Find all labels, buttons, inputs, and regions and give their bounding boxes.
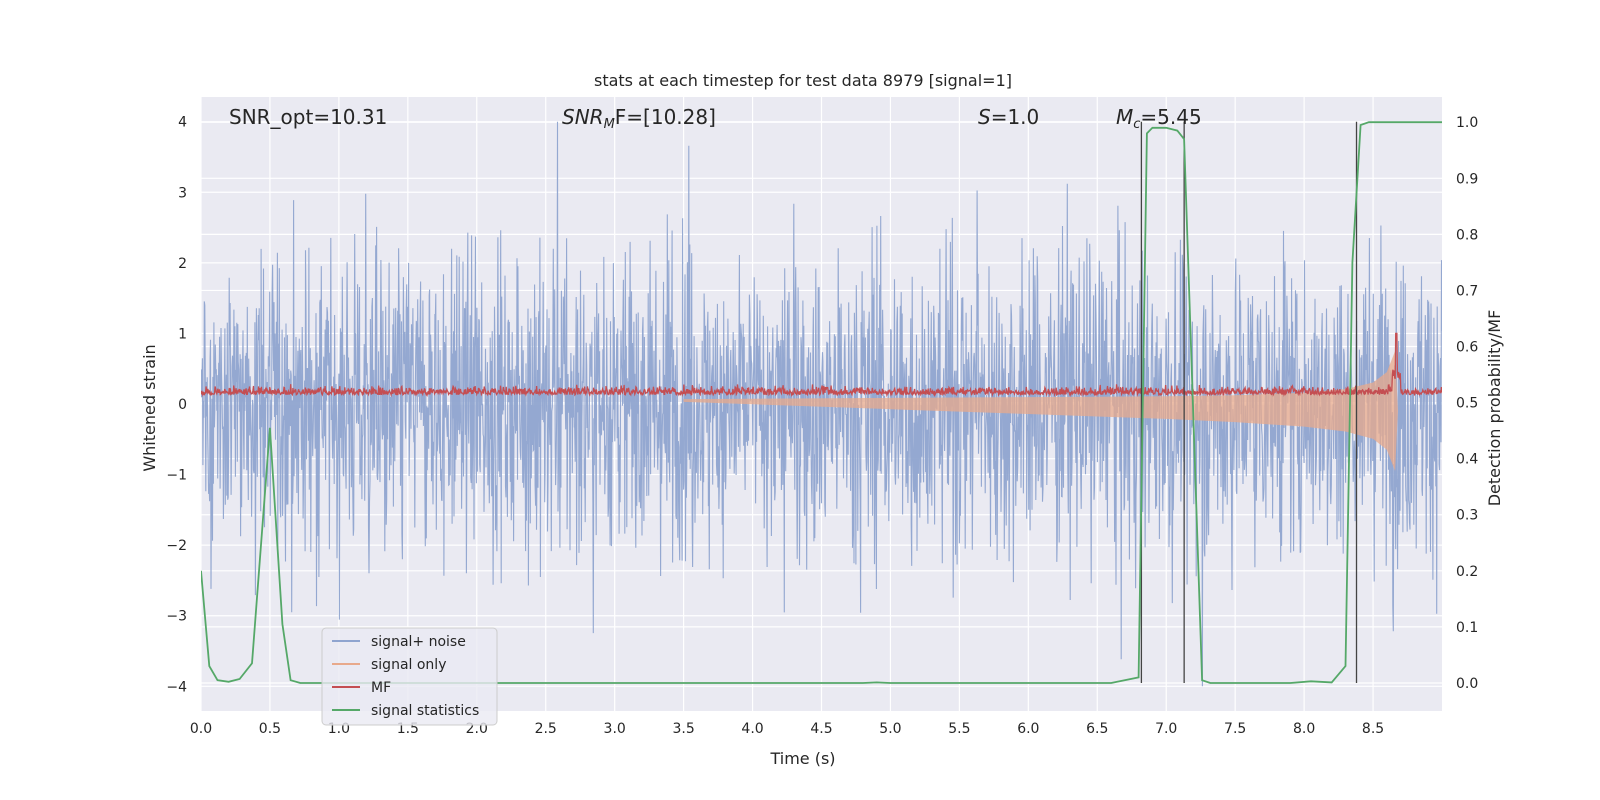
y-left-tick-label: 4 — [178, 115, 187, 131]
y-right-tick-label: 0.4 — [1456, 452, 1478, 468]
y-left-tick-label: 1 — [178, 326, 187, 342]
y-left-tick-label: −1 — [166, 468, 187, 484]
x-tick-label: 4.0 — [741, 721, 763, 737]
y-right-tick-label: 0.7 — [1456, 283, 1478, 299]
mf-line — [201, 332, 1442, 398]
chart-title: stats at each timestep for test data 897… — [594, 71, 1012, 90]
plot-content — [201, 121, 1442, 687]
x-tick-label: 6.0 — [1017, 721, 1039, 737]
x-tick-label: 3.0 — [604, 721, 626, 737]
x-tick-label: 7.5 — [1224, 721, 1246, 737]
y-left-axis-label: Whitened strain — [140, 344, 159, 471]
mc-value: =5.45 — [1140, 105, 1201, 129]
s-variable: S — [978, 105, 991, 129]
x-tick-label: 8.5 — [1362, 721, 1384, 737]
x-axis-label: Time (s) — [769, 749, 835, 768]
x-tick-label: 0.0 — [190, 721, 212, 737]
y-right-tick-label: 0.6 — [1456, 340, 1478, 356]
mc-variable: M — [1116, 105, 1133, 129]
signal-noise-line — [201, 121, 1442, 687]
y-right-tick-label: 0.9 — [1456, 171, 1478, 187]
y-left-tick-label: 2 — [178, 256, 187, 272]
snr-mf-annotation: SNRMF=[10.28] — [562, 105, 716, 132]
y-right-tick-label: 0.2 — [1456, 564, 1478, 580]
x-tick-label: 2.5 — [535, 721, 557, 737]
y-left-axis-ticks: −4 −3 −2 −1 0 1 2 3 4 — [166, 115, 187, 696]
mf-series — [201, 332, 1442, 398]
y-right-tick-label: 0.0 — [1456, 676, 1478, 692]
legend: signal+ noise signal only MF signal stat… — [321, 627, 498, 726]
x-tick-label: 4.5 — [810, 721, 832, 737]
y-right-axis-label: Detection probability/MF — [1485, 310, 1504, 507]
snr-mf-base: SNR — [562, 105, 604, 129]
legend-label-mf: MF — [371, 680, 391, 696]
x-tick-label: 6.5 — [1086, 721, 1108, 737]
mc-subscript: c — [1133, 117, 1140, 132]
signal-only-series — [683, 351, 1398, 471]
vertical-markers — [1140, 121, 1358, 683]
y-left-tick-label: 3 — [178, 185, 187, 201]
y-left-tick-label: −3 — [166, 609, 187, 625]
snr-mf-subscript: M — [604, 117, 615, 132]
s-value: =1.0 — [991, 105, 1040, 129]
x-tick-label: 5.0 — [879, 721, 901, 737]
y-left-tick-label: −2 — [166, 538, 187, 554]
legend-label-signal-noise: signal+ noise — [371, 634, 466, 650]
legend-label-signal-only: signal only — [371, 657, 446, 673]
y-right-tick-label: 0.1 — [1456, 620, 1478, 636]
y-left-tick-label: −4 — [166, 679, 187, 695]
signal-statistics-series — [201, 121, 1442, 684]
y-right-tick-label: 0.8 — [1456, 227, 1478, 243]
x-tick-label: 8.0 — [1293, 721, 1315, 737]
mc-annotation: Mc=5.45 — [1116, 105, 1202, 132]
y-right-tick-label: 0.3 — [1456, 508, 1478, 524]
signal-only-band — [683, 351, 1398, 471]
y-right-tick-label: 0.5 — [1456, 396, 1478, 412]
signal-noise-series — [201, 121, 1442, 687]
x-tick-label: 7.0 — [1155, 721, 1177, 737]
signal-statistics-line — [201, 121, 1442, 684]
s-annotation: S=1.0 — [978, 105, 1039, 129]
y-left-tick-label: 0 — [178, 397, 187, 413]
legend-box — [321, 627, 498, 726]
legend-label-signal-statistics: signal statistics — [371, 703, 479, 719]
y-right-axis-ticks: 0.0 0.1 0.2 0.3 0.4 0.5 0.6 0.7 0.8 0.9 1.0 — [1456, 115, 1478, 692]
x-tick-label: 5.5 — [948, 721, 970, 737]
y-right-tick-label: 1.0 — [1456, 115, 1478, 131]
x-tick-label: 0.5 — [259, 721, 281, 737]
x-tick-label: 3.5 — [672, 721, 694, 737]
snr-opt-annotation: SNR_opt=10.31 — [229, 105, 387, 129]
snr-mf-rest: F=[10.28] — [615, 105, 716, 129]
